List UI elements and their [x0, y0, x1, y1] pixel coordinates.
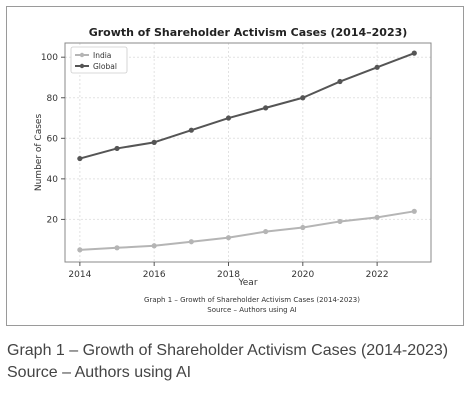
data-point-global: [300, 95, 306, 101]
data-point-global: [337, 78, 343, 85]
y-tick-label: 60: [47, 134, 59, 144]
x-tick-label: 2022: [366, 270, 389, 280]
x-tick-label: 2016: [143, 270, 166, 280]
y-axis-label: Number of Cases: [34, 114, 44, 192]
data-point-india: [374, 214, 380, 220]
data-point-india: [114, 245, 120, 251]
data-point-india: [337, 218, 343, 225]
legend-marker-india: [79, 52, 85, 58]
line-chart: Growth of Shareholder Activism Cases (20…: [34, 26, 432, 314]
x-tick-label: 2014: [68, 270, 91, 280]
data-point-global: [263, 105, 269, 111]
data-point-global: [151, 139, 157, 145]
y-tick-label: 80: [47, 94, 59, 104]
y-tick-label: 100: [41, 53, 58, 63]
series-line-india: [79, 210, 415, 251]
y-tick-label: 40: [47, 175, 59, 185]
figure-inner-caption-line: Graph 1 – Growth of Shareholder Activism…: [144, 296, 360, 304]
chart-title: Growth of Shareholder Activism Cases (20…: [89, 26, 408, 39]
caption-title: Graph 1 – Growth of Shareholder Activism…: [7, 342, 449, 359]
data-point-india: [188, 239, 194, 245]
legend-label-global: Global: [93, 62, 117, 71]
data-point-global: [188, 127, 194, 133]
data-point-india: [151, 243, 157, 249]
data-point-global: [411, 50, 417, 56]
data-point-global: [225, 115, 232, 121]
plot-area-frame: [64, 42, 432, 263]
series-line-global: [79, 52, 415, 160]
data-point-india: [225, 235, 232, 241]
figure-caption: Graph 1 – Growth of Shareholder Activism…: [7, 340, 469, 384]
chart-figure: Growth of Shareholder Activism Cases (20…: [6, 6, 464, 326]
legend-label-india: India: [93, 51, 111, 60]
y-tick-label: 20: [47, 215, 59, 225]
figure-inner-caption-line: Source – Authors using AI: [207, 306, 296, 314]
data-point-india: [411, 208, 417, 214]
x-tick-label: 2018: [217, 270, 240, 280]
data-point-india: [77, 247, 83, 253]
caption-source: Source – Authors using AI: [7, 364, 192, 381]
x-axis-label: Year: [237, 278, 257, 288]
data-point-global: [114, 145, 120, 152]
data-point-global: [77, 155, 83, 162]
data-point-india: [300, 224, 306, 231]
data-point-global: [374, 64, 380, 70]
legend-marker-global: [79, 63, 85, 69]
x-tick-label: 2020: [291, 270, 314, 280]
data-point-india: [263, 228, 269, 235]
